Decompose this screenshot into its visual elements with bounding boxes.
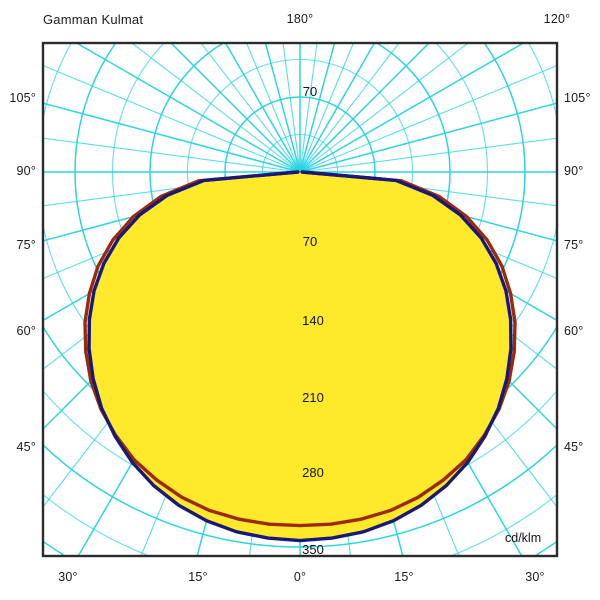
curve-c0-c180 <box>87 170 513 543</box>
unit-label: cd/klm <box>505 531 542 545</box>
axis-label-left-3: 60° <box>16 324 36 338</box>
axis-label-right-1: 90° <box>564 164 584 178</box>
page-title: Gamman Kulmat <box>43 12 144 27</box>
axis-label-right-0: 105° <box>564 91 591 105</box>
axis-label-top-1: 120° <box>543 12 571 26</box>
axis-label-top-0: 180° <box>286 12 314 26</box>
axis-label-right-3: 60° <box>564 324 584 338</box>
axis-label-bottom-1: 15° <box>188 570 208 584</box>
radial-value-label-4: 280 <box>302 465 324 480</box>
axis-label-bottom-4: 30° <box>525 570 545 584</box>
axis-label-right-2: 75° <box>564 238 584 252</box>
axis-label-left-4: 45° <box>16 440 36 454</box>
plot-frame <box>41 41 559 558</box>
axis-label-left-0: 105° <box>9 91 36 105</box>
axis-label-bottom-3: 15° <box>394 570 414 584</box>
radial-value-label-1: 70 <box>302 234 318 249</box>
radial-value-label-5: 350 <box>302 542 324 557</box>
distribution-fill <box>89 172 511 541</box>
axis-label-left-1: 90° <box>16 164 36 178</box>
curve-c90-c270 <box>83 170 517 528</box>
radial-value-label-0: 70 <box>302 84 318 99</box>
radial-value-label-2: 140 <box>302 313 324 328</box>
axis-label-right-4: 45° <box>564 440 584 454</box>
axis-label-left-2: 75° <box>16 238 36 252</box>
radial-value-label-3: 210 <box>302 390 324 405</box>
axis-label-bottom-0: 30° <box>58 570 78 584</box>
axis-label-bottom-2: 0° <box>293 570 307 584</box>
